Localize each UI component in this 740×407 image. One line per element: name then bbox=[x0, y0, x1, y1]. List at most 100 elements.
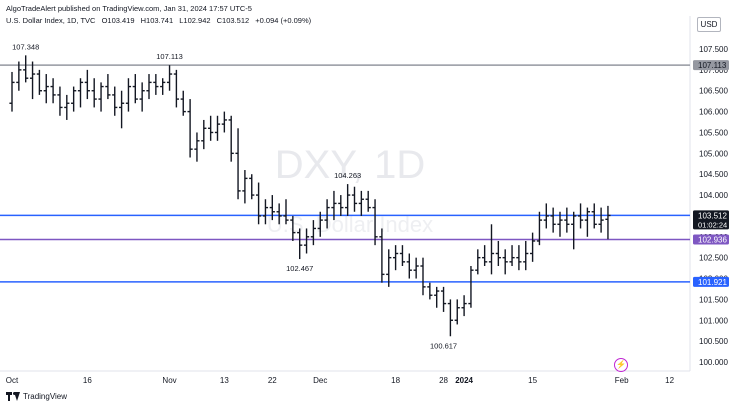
ohlc-bar bbox=[214, 115, 221, 141]
level-price-label-box bbox=[693, 234, 729, 245]
y-tick-label: 107.500 bbox=[699, 45, 728, 54]
ohlc-bar bbox=[331, 190, 337, 221]
ohlc-bar bbox=[605, 205, 611, 240]
ohlc-bar bbox=[420, 257, 426, 296]
ohlc-bar bbox=[536, 211, 543, 246]
ohlc-bar bbox=[77, 78, 84, 108]
ohlc-bar bbox=[454, 299, 460, 325]
x-tick-label: 15 bbox=[528, 376, 537, 385]
ohlc-bar bbox=[502, 249, 508, 275]
chart-header: AlgoTradeAlert published on TradingView.… bbox=[6, 4, 315, 25]
ohlc-bar bbox=[9, 71, 15, 112]
ohlc-bar bbox=[297, 228, 303, 260]
ohlc-bar bbox=[345, 184, 351, 216]
symbol-info[interactable]: U.S. Dollar Index, 1D, TVC bbox=[6, 16, 96, 25]
level-price-label-box bbox=[693, 276, 729, 287]
ohlc-line: U.S. Dollar Index, 1D, TVC O103.419 H103… bbox=[6, 16, 315, 25]
ohlc-bar bbox=[591, 203, 597, 229]
ohlc-bar bbox=[242, 170, 248, 204]
ohlc-bar bbox=[482, 245, 488, 267]
ohlc-bar bbox=[132, 74, 138, 104]
ohlc-bar bbox=[71, 86, 77, 112]
ohlc-bar bbox=[550, 207, 556, 233]
ohlc-bar bbox=[557, 211, 563, 237]
ohlc-bar bbox=[495, 240, 501, 267]
y-tick-label: 106.000 bbox=[699, 108, 728, 117]
ohlc-bar bbox=[516, 245, 522, 271]
ohlc-bar bbox=[310, 220, 316, 246]
level-price-label: 101.921 bbox=[693, 276, 729, 287]
ohlc-bar bbox=[413, 257, 419, 279]
x-tick-label: 16 bbox=[83, 376, 92, 385]
extreme-price-label: 100.617 bbox=[430, 341, 457, 350]
ohlc-bar bbox=[43, 74, 49, 104]
y-tick-label: 105.500 bbox=[699, 128, 728, 137]
x-tick-label: Oct bbox=[6, 376, 19, 385]
y-tick-label: 107.000 bbox=[699, 66, 728, 75]
ohlc-bar bbox=[269, 195, 275, 221]
tradingview-logo-icon bbox=[6, 392, 20, 401]
y-tick-label: 101.500 bbox=[699, 295, 728, 304]
x-tick-label: 2024 bbox=[455, 376, 473, 385]
currency-button[interactable]: USD bbox=[697, 17, 721, 32]
ohlc-bar bbox=[256, 182, 262, 225]
ohlc-bar bbox=[447, 299, 453, 337]
level-price-label-box bbox=[693, 210, 729, 230]
y-tick-label: 100.500 bbox=[699, 337, 728, 346]
x-tick-label: Dec bbox=[313, 376, 327, 385]
ohlc-bar bbox=[509, 245, 515, 267]
ohlc-bar bbox=[139, 82, 145, 112]
level-price-label-text: 103.512 bbox=[698, 211, 727, 220]
change-value: +0.094 (+0.09%) bbox=[255, 16, 312, 25]
extreme-price-label: 104.263 bbox=[334, 171, 361, 180]
ohlc-bar bbox=[160, 78, 166, 95]
ohlc-bar bbox=[208, 115, 214, 141]
x-tick-label: 22 bbox=[268, 376, 277, 385]
lightning-bolt-icon[interactable]: ⚡ bbox=[614, 358, 628, 372]
watermark-ticker: DXY, 1D bbox=[275, 143, 425, 187]
ohlc-bar bbox=[523, 240, 529, 271]
y-tick-label: 104.500 bbox=[699, 170, 728, 179]
ohlc-bar bbox=[153, 74, 159, 95]
y-tick-label: 105.000 bbox=[699, 149, 728, 158]
level-price-label-text: 107.113 bbox=[698, 61, 727, 70]
ohlc-bar bbox=[146, 74, 152, 100]
extreme-price-label: 107.348 bbox=[12, 42, 39, 51]
ohlc-bar bbox=[393, 245, 399, 271]
x-tick-label: 28 bbox=[439, 376, 448, 385]
ohlc-bar bbox=[194, 132, 200, 162]
ohlc-bar bbox=[283, 199, 289, 225]
ohlc-bar bbox=[303, 228, 310, 254]
ohlc-bar bbox=[84, 69, 90, 100]
ohlc-bar bbox=[584, 207, 590, 237]
ohlc-bar bbox=[461, 295, 467, 317]
ohlc-bar bbox=[351, 186, 358, 212]
ohlc-bar bbox=[386, 249, 392, 287]
level-price-label: 107.113 bbox=[693, 60, 729, 71]
ohlc-bar bbox=[530, 232, 536, 262]
x-tick-label: Feb bbox=[615, 376, 629, 385]
y-tick-label: 101.000 bbox=[699, 316, 728, 325]
y-tick-label: 102.500 bbox=[699, 254, 728, 263]
open-value: O103.419 bbox=[101, 16, 135, 25]
ohlc-bar bbox=[105, 74, 111, 100]
ohlc-bar bbox=[16, 61, 22, 91]
high-value: H103.741 bbox=[140, 16, 174, 25]
footer: TradingView bbox=[6, 392, 67, 401]
ohlc-bar bbox=[427, 282, 433, 300]
ohlc-bar bbox=[399, 245, 406, 267]
ohlc-bar bbox=[372, 199, 378, 246]
y-tick-label: 104.000 bbox=[699, 191, 728, 200]
ohlc-bar bbox=[379, 228, 385, 283]
ohlc-bar bbox=[290, 215, 296, 241]
footer-brand[interactable]: TradingView bbox=[23, 392, 68, 401]
ohlc-bar bbox=[125, 78, 132, 112]
ohlc-bar bbox=[235, 128, 241, 200]
x-tick-label: 18 bbox=[391, 376, 400, 385]
level-price-label: 102.936 bbox=[693, 234, 729, 245]
ohlc-bar bbox=[166, 65, 173, 91]
ohlc-bar bbox=[64, 94, 70, 120]
ohlc-bar bbox=[221, 111, 227, 133]
